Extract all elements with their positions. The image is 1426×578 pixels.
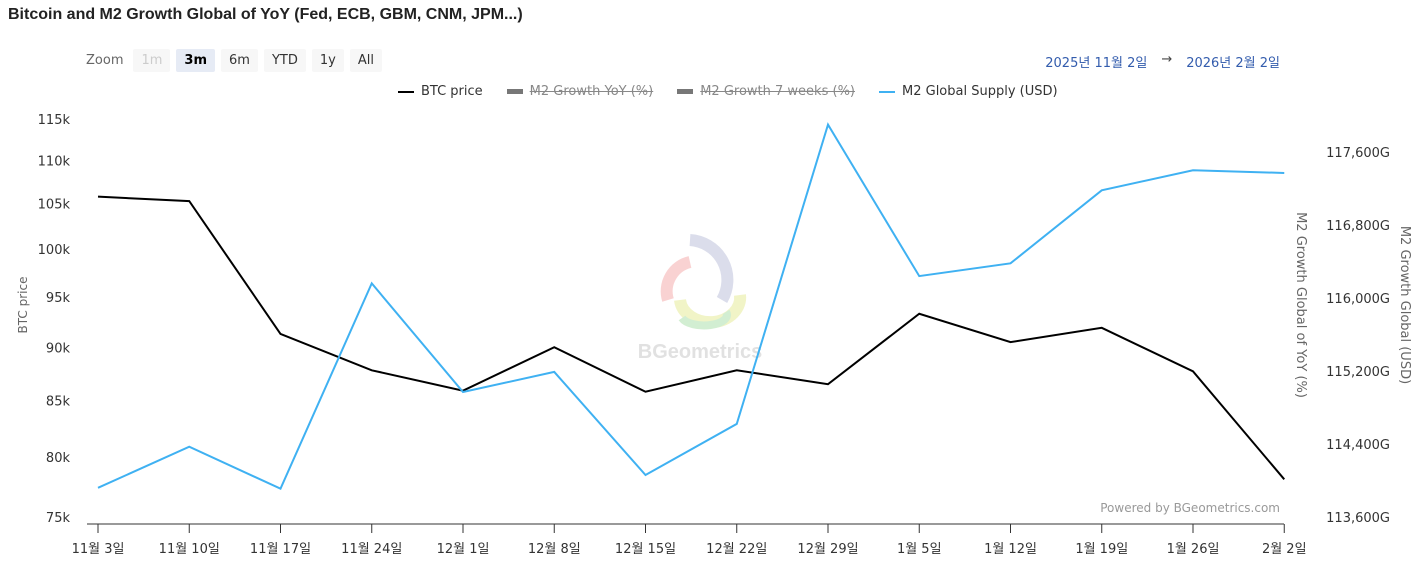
x-tick-label: 1월 5일 xyxy=(897,542,942,557)
x-tick-label: 11월 3일 xyxy=(72,542,125,557)
zoom-label: Zoom xyxy=(86,53,124,68)
x-tick-label: 12월 22일 xyxy=(706,542,767,557)
y-left-tick-label: 115k xyxy=(38,113,71,128)
credits-link[interactable]: Powered by BGeometrics.com xyxy=(1100,501,1280,515)
x-tick-label: 12월 15일 xyxy=(615,542,676,557)
y-left-tick-label: 105k xyxy=(38,198,71,213)
y-left-tick-label: 95k xyxy=(46,291,71,306)
zoom-6m-button[interactable]: 6m xyxy=(221,49,258,72)
x-tick-label: 1월 19일 xyxy=(1075,542,1128,557)
y-left-tick-label: 110k xyxy=(38,154,71,169)
legend-label: M2 Global Supply (USD) xyxy=(902,84,1058,99)
x-tick-label: 12월 8일 xyxy=(528,542,581,557)
series-line-btc-price[interactable] xyxy=(97,195,1286,480)
x-tick-label: 11월 24일 xyxy=(341,542,402,557)
x-tick-label: 12월 29일 xyxy=(797,542,858,557)
y-left-tick-label: 90k xyxy=(46,341,71,356)
legend-label: M2 Growth 7 weeks (%) xyxy=(700,84,855,99)
legend-item-m2-yoy[interactable]: M2 Growth YoY (%) xyxy=(506,84,654,99)
y-left-tick-label: 100k xyxy=(38,243,71,258)
y-right2-title: M2 Growth Global (USD) xyxy=(1397,226,1412,384)
zoom-3m-button[interactable]: 3m xyxy=(176,49,216,72)
range-to[interactable]: 2026년 2월 2일 xyxy=(1186,56,1280,71)
x-tick-label: 1월 12일 xyxy=(984,542,1037,557)
range-from[interactable]: 2025년 11월 2일 xyxy=(1045,56,1148,71)
x-tick-label: 2월 2일 xyxy=(1262,542,1307,557)
legend-label: BTC price xyxy=(421,84,483,99)
y-right-tick-label: 116,000G xyxy=(1326,292,1390,307)
zoom-toolbar: Zoom 1m 3m 6m YTD 1y All xyxy=(86,49,382,72)
y-left-tick-label: 85k xyxy=(46,394,71,409)
watermark-text: BGeometrics xyxy=(638,341,763,363)
date-range: 2025년 11월 2일 → 2026년 2월 2일 xyxy=(1045,52,1280,71)
legend-item-m2-supply[interactable]: M2 Global Supply (USD) xyxy=(879,84,1058,99)
y-right-tick-label: 114,400G xyxy=(1326,438,1390,453)
range-arrow: → xyxy=(1161,52,1173,67)
legend-label: M2 Growth YoY (%) xyxy=(529,84,654,99)
zoom-ytd-button[interactable]: YTD xyxy=(263,49,306,72)
y-right-tick-label: 116,800G xyxy=(1326,219,1390,234)
zoom-1y-button[interactable]: 1y xyxy=(311,49,344,72)
x-tick-label: 11월 17일 xyxy=(250,542,311,557)
y-right1-title: M2 Growth Global of YoY (%) xyxy=(1293,212,1308,398)
x-tick-label: 1월 26일 xyxy=(1167,542,1220,557)
y-right-tick-label: 115,200G xyxy=(1326,365,1390,380)
legend-item-m2-7weeks[interactable]: M2 Growth 7 weeks (%) xyxy=(677,84,855,99)
series-line-m2-supply[interactable] xyxy=(97,122,1285,491)
legend-item-btc-price[interactable]: BTC price xyxy=(398,84,483,99)
y-right-tick-label: 113,600G xyxy=(1326,511,1390,526)
y-left-tick-label: 75k xyxy=(46,511,71,526)
watermark: BGeometrics xyxy=(638,234,763,363)
x-tick-label: 12월 1일 xyxy=(437,542,490,557)
zoom-all-button[interactable]: All xyxy=(349,49,382,72)
x-tick-label: 11월 10일 xyxy=(159,542,220,557)
legend: BTC price M2 Growth YoY (%) M2 Growth 7 … xyxy=(398,84,1058,99)
y-right-tick-label: 117,600G xyxy=(1326,146,1390,161)
zoom-1m-button[interactable]: 1m xyxy=(133,49,171,72)
y-left-title: BTC price xyxy=(16,277,30,334)
chart-title: Bitcoin and M2 Growth Global of YoY (Fed… xyxy=(8,6,523,23)
y-left-tick-label: 80k xyxy=(46,451,71,466)
